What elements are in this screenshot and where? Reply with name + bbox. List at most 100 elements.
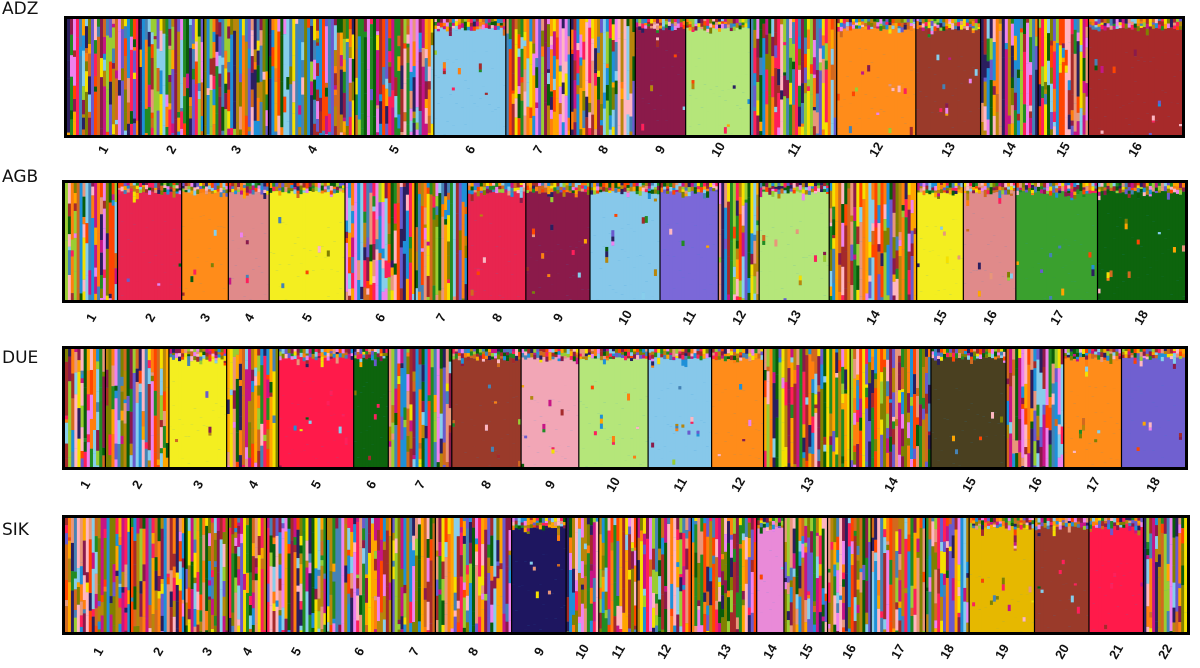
ancestry-segment — [895, 245, 899, 251]
ancestry-segment — [1130, 187, 1135, 191]
ancestry-segment — [937, 193, 941, 197]
ancestry-segment — [141, 439, 146, 467]
ancestry-segment — [848, 61, 853, 104]
ancestry-segment — [1061, 106, 1066, 126]
ancestry-segment — [1175, 183, 1180, 187]
ancestry-segment — [672, 190, 676, 195]
ancestry-segment — [227, 72, 231, 90]
ancestry-segment — [783, 193, 787, 258]
ancestry-segment — [971, 30, 976, 34]
ancestry-segment — [756, 230, 760, 257]
ancestry-segment — [1076, 194, 1080, 215]
ancestry-segment — [132, 185, 137, 190]
ancestry-segment — [907, 294, 912, 300]
ancestry-segment — [290, 191, 294, 256]
ancestry-segment — [439, 64, 444, 98]
ancestry-segment — [1106, 19, 1110, 24]
ancestry-segment — [792, 265, 797, 300]
ancestry-segment — [290, 255, 294, 300]
ancestry-segment — [348, 82, 353, 102]
ancestry-segment — [1163, 186, 1168, 192]
ancestry-segment — [919, 291, 923, 300]
ancestry-segment — [807, 186, 812, 191]
ancestry-segment — [845, 26, 850, 31]
ancestry-segment — [329, 349, 334, 352]
ancestry-segment — [447, 255, 451, 280]
ancestry-segment — [1094, 185, 1098, 189]
ancestry-segment — [535, 191, 539, 261]
ancestry-segment — [476, 268, 481, 272]
ancestry-segment — [550, 183, 554, 186]
ancestry-segment — [314, 186, 319, 192]
ancestry-segment — [864, 94, 868, 135]
ancestry-segment — [1157, 192, 1162, 233]
ancestry-segment — [332, 351, 337, 354]
ancestry-segment — [1136, 23, 1141, 27]
ancestry-segment — [455, 183, 460, 214]
ancestry-segment — [305, 183, 309, 186]
ancestry-segment — [792, 22, 796, 27]
ancestry-segment — [741, 19, 745, 23]
ancestry-segment — [590, 183, 594, 188]
ancestry-segment — [278, 356, 283, 361]
ancestry-segment — [484, 92, 489, 95]
ancestry-segment — [1172, 25, 1177, 29]
ancestry-segment — [880, 253, 884, 267]
ancestry-segment — [910, 213, 915, 231]
ancestry-segment — [774, 186, 778, 189]
ancestry-segment — [807, 183, 812, 187]
ancestry-segment — [547, 24, 551, 48]
ancestry-segment — [218, 55, 222, 74]
ancestry-segment — [804, 190, 809, 195]
ancestry-segment — [102, 53, 107, 60]
ancestry-segment — [144, 19, 149, 40]
ancestry-segment — [333, 126, 338, 135]
ancestry-segment — [741, 232, 745, 257]
ancestry-segment — [732, 294, 737, 300]
ancestry-segment — [957, 259, 961, 300]
ancestry-segment — [829, 226, 833, 250]
ancestry-segment — [898, 232, 902, 241]
ancestry-segment — [983, 19, 988, 32]
ancestry-segment — [200, 61, 205, 80]
ancestry-segment — [177, 117, 181, 132]
ancestry-segment — [1055, 43, 1060, 79]
ancestry-segment — [523, 115, 527, 135]
ancestry-segment — [906, 19, 911, 23]
ancestry-segment — [208, 432, 212, 436]
ancestry-segment — [160, 234, 164, 265]
ancestry-segment — [485, 188, 490, 194]
ancestry-segment — [759, 271, 763, 300]
ancestry-segment — [77, 349, 81, 361]
ancestry-segment — [928, 190, 932, 195]
ancestry-segment — [986, 194, 990, 245]
ancestry-segment — [798, 221, 803, 276]
ancestry-segment — [278, 264, 282, 287]
ancestry-segment — [351, 34, 356, 59]
ancestry-segment — [986, 61, 991, 69]
ancestry-segment — [841, 183, 845, 204]
ancestry-segment — [623, 19, 627, 40]
ancestry-segment — [108, 434, 112, 456]
ancestry-segment — [771, 196, 775, 228]
ancestry-segment — [415, 251, 419, 271]
ancestry-segment — [558, 65, 563, 72]
ancestry-segment — [168, 103, 172, 110]
ancestry-segment — [168, 49, 172, 75]
ancestry-segment — [954, 219, 958, 284]
ancestry-segment — [120, 186, 125, 192]
ancestry-segment — [774, 19, 778, 33]
ancestry-segment — [65, 349, 69, 362]
ancestry-segment — [208, 426, 212, 433]
ancestry-segment — [1091, 98, 1095, 135]
ancestry-segment — [759, 191, 763, 198]
ancestry-segment — [656, 183, 661, 186]
ancestry-segment — [650, 80, 654, 86]
ancestry-segment — [272, 422, 276, 464]
group-tick-label: 5 — [298, 310, 316, 325]
ancestry-segment — [576, 85, 580, 95]
ancestry-segment — [200, 42, 205, 62]
ancestry-segment — [203, 107, 208, 126]
ancestry-segment — [293, 359, 298, 426]
ancestry-segment — [1073, 53, 1078, 104]
